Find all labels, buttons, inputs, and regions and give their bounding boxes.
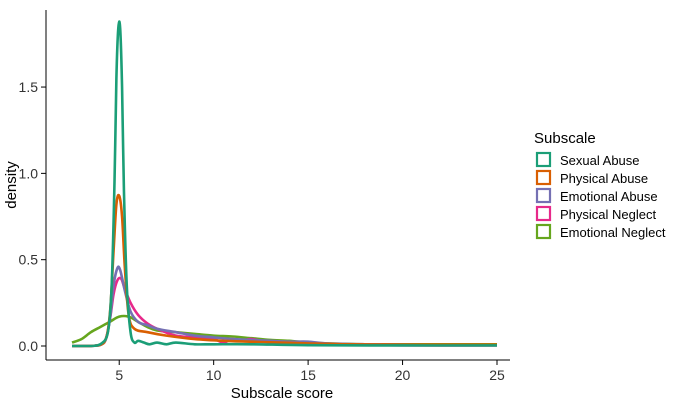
- legend-label: Emotional Abuse: [560, 189, 658, 204]
- x-axis-label: Subscale score: [231, 385, 334, 402]
- y-ticks: 0.0 0.5 1.0 1.5: [19, 79, 46, 354]
- y-tick-label: 0.0: [19, 338, 39, 354]
- y-tick-label: 1.5: [19, 79, 39, 95]
- legend-label: Sexual Abuse: [560, 153, 640, 168]
- legend-key: [535, 151, 552, 168]
- axes: [45, 10, 510, 361]
- legend-label: Physical Abuse: [560, 171, 648, 186]
- x-ticks: 5 10 15 20 25: [115, 360, 505, 383]
- x-tick-label: 5: [115, 367, 123, 383]
- legend-items: Sexual Abuse Physical Abuse Emotional Abus…: [535, 151, 666, 240]
- y-tick-label: 0.5: [19, 252, 39, 268]
- series-line-physical-neglect: [72, 276, 498, 348]
- series-line-emotional-abuse: [72, 265, 498, 348]
- legend-label: Physical Neglect: [560, 207, 656, 222]
- x-tick-label: 20: [395, 367, 411, 383]
- legend-key: [535, 205, 552, 222]
- x-tick-label: 15: [300, 367, 316, 383]
- series-line-physical-abuse: [72, 193, 498, 348]
- legend-title: Subscale: [534, 130, 596, 147]
- x-tick-label: 25: [489, 367, 505, 383]
- y-tick-label: 1.0: [19, 165, 39, 181]
- series-line-sexual-abuse: [72, 20, 498, 348]
- legend-key: [535, 223, 552, 240]
- legend-key: [535, 169, 552, 186]
- series-lines: [71, 20, 498, 348]
- legend-label: Emotional Neglect: [560, 225, 666, 240]
- x-tick-label: 10: [206, 367, 222, 383]
- legend: Subscale Sexual Abuse Physical Abuse Emoti…: [534, 130, 666, 240]
- y-axis-label: density: [3, 161, 20, 209]
- legend-key: [535, 187, 552, 204]
